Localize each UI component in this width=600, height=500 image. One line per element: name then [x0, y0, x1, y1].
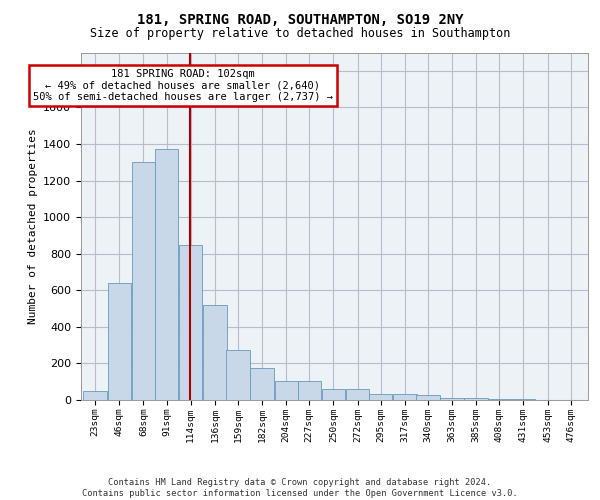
Bar — [107, 283, 131, 400]
Bar — [203, 305, 227, 400]
Bar — [416, 396, 440, 400]
Bar — [179, 244, 202, 400]
Bar — [464, 398, 488, 400]
Bar — [226, 350, 250, 400]
Bar — [440, 398, 464, 400]
Bar — [250, 368, 274, 400]
Bar — [155, 150, 178, 400]
Bar — [83, 391, 107, 400]
Bar — [369, 394, 392, 400]
Bar — [346, 389, 370, 400]
Bar — [322, 389, 345, 400]
Bar — [132, 162, 155, 400]
Bar — [298, 381, 321, 400]
Text: 181, SPRING ROAD, SOUTHAMPTON, SO19 2NY: 181, SPRING ROAD, SOUTHAMPTON, SO19 2NY — [137, 12, 463, 26]
Text: 181 SPRING ROAD: 102sqm
← 49% of detached houses are smaller (2,640)
50% of semi: 181 SPRING ROAD: 102sqm ← 49% of detache… — [33, 69, 333, 102]
Text: Contains HM Land Registry data © Crown copyright and database right 2024.
Contai: Contains HM Land Registry data © Crown c… — [82, 478, 518, 498]
Bar — [488, 399, 511, 400]
Y-axis label: Number of detached properties: Number of detached properties — [28, 128, 38, 324]
Bar — [275, 381, 298, 400]
Text: Size of property relative to detached houses in Southampton: Size of property relative to detached ho… — [90, 28, 510, 40]
Bar — [393, 394, 416, 400]
Bar — [512, 399, 535, 400]
